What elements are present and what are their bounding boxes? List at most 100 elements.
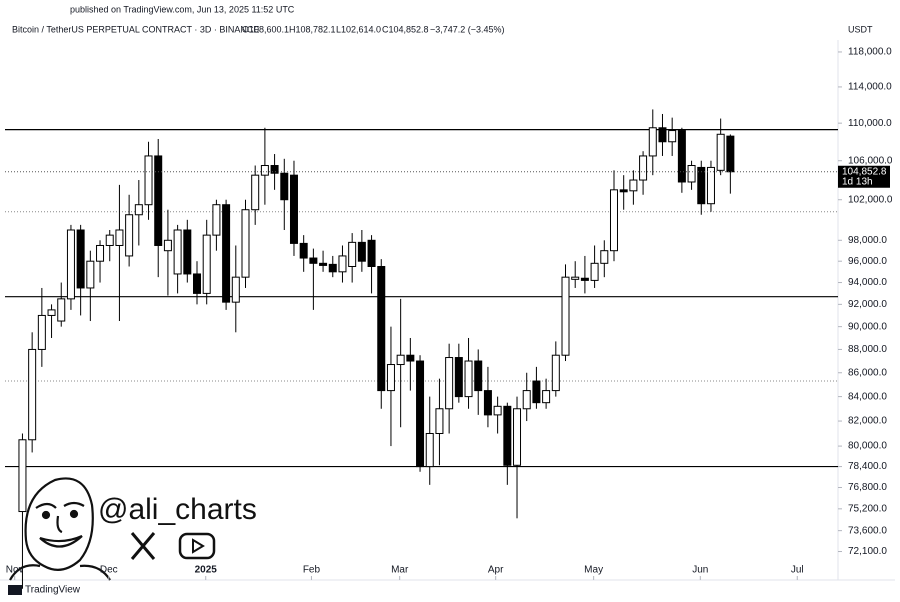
candle-body — [270, 165, 279, 174]
candle-body — [144, 155, 153, 206]
candle-body — [454, 357, 463, 398]
x-tick-label: 2025 — [195, 565, 218, 576]
candle-body — [716, 133, 725, 171]
candle-body — [115, 229, 124, 246]
candle-body — [474, 360, 483, 392]
candle-body — [687, 165, 696, 183]
y-tick-label: 114,000.0 — [848, 82, 892, 93]
candle-body — [328, 263, 337, 273]
candle-body — [619, 189, 628, 193]
y-tick-label: 94,000.0 — [848, 277, 887, 288]
y-tick-label: 106,000.0 — [848, 155, 893, 166]
candle-body — [668, 130, 677, 143]
candle-body — [609, 189, 618, 252]
x-tick-label: Dec — [100, 565, 118, 576]
candle-body — [47, 309, 56, 316]
y-tick-label: 98,000.0 — [848, 235, 887, 246]
candle-body — [212, 204, 221, 236]
candle-body — [134, 204, 143, 216]
candle-body — [125, 214, 134, 257]
candle-body — [202, 234, 211, 294]
x-tick-label: Nov — [6, 565, 24, 576]
plot-area — [5, 109, 838, 589]
avatar — [9, 477, 111, 581]
candle-body — [571, 276, 580, 280]
ohlc-close: C104,852.8 — [382, 24, 429, 34]
candle-body — [173, 229, 182, 275]
y-tick-label: 102,000.0 — [848, 194, 893, 205]
y-tick-label: 96,000.0 — [848, 256, 887, 267]
y-tick-label: 80,000.0 — [848, 441, 887, 452]
y-tick-label: 92,000.0 — [848, 299, 887, 310]
footer-logo — [8, 585, 22, 595]
candle-body — [280, 172, 289, 201]
candle-body — [377, 265, 386, 392]
candle-body — [299, 242, 308, 259]
candle-body — [251, 174, 260, 211]
y-tick-label: 118,000.0 — [848, 47, 892, 58]
candle-body — [435, 408, 444, 434]
candle-body — [513, 408, 522, 466]
published-note: published on TradingView.com, Jun 13, 20… — [70, 4, 295, 14]
change-label: −3,747.2 (−3.45%) — [430, 24, 505, 34]
ohlc-low: L102,614.0 — [336, 24, 381, 34]
candle-body — [309, 257, 318, 264]
candle-body — [367, 239, 376, 267]
y-tick-label: 73,600.0 — [848, 525, 887, 536]
y-tick-label: 90,000.0 — [848, 321, 887, 332]
last-price-label: 104,852.8 — [842, 166, 887, 177]
candle-body — [639, 155, 648, 181]
candle-body — [697, 166, 706, 205]
candle-body — [37, 314, 46, 350]
candle-body — [542, 390, 551, 404]
candle-body — [18, 439, 27, 513]
candle-body — [600, 250, 609, 264]
candle-body — [66, 229, 75, 300]
candle-body — [493, 405, 502, 416]
y-tick-label: 72,100.0 — [848, 546, 887, 557]
watermark-handle: @ali_charts — [98, 493, 257, 526]
candle-body — [28, 348, 37, 441]
x-tick-label: May — [584, 565, 603, 576]
candle-body — [193, 273, 202, 294]
candle-body — [86, 260, 95, 289]
candle-body — [532, 380, 541, 404]
ohlc-open: O108,600.1 — [242, 24, 289, 34]
x-tick-label: Mar — [391, 565, 409, 576]
y-tick-label: 76,800.0 — [848, 482, 887, 493]
chart-title: Bitcoin / TetherUS PERPETUAL CONTRACT · … — [12, 24, 259, 34]
candle-body — [629, 179, 638, 192]
candle-body — [406, 354, 415, 362]
candle-body — [163, 239, 172, 252]
candle-body — [289, 174, 298, 244]
candle-body — [319, 262, 328, 266]
candle-body — [483, 390, 492, 416]
candle-body — [464, 360, 473, 398]
candle-body — [416, 360, 425, 468]
countdown-label: 1d 13h — [842, 176, 873, 187]
candle-body — [57, 298, 66, 322]
ohlc-high: H108,782.1 — [289, 24, 336, 34]
candle-body — [386, 364, 395, 392]
candle-body — [445, 357, 454, 410]
candle-body — [338, 255, 347, 273]
candle-body — [522, 390, 531, 410]
candle-body — [677, 130, 686, 183]
candle-body — [396, 354, 405, 366]
x-icon — [130, 532, 156, 560]
candle-body — [154, 155, 163, 246]
candle-body — [503, 405, 512, 466]
x-tick-label: Jun — [692, 565, 708, 576]
candle-body — [425, 432, 434, 468]
candle-body — [222, 204, 231, 303]
candle-body — [590, 262, 599, 281]
y-tick-label: 86,000.0 — [848, 367, 887, 378]
candle-body — [348, 241, 357, 267]
candle-body — [551, 354, 560, 392]
last-price-box — [838, 165, 890, 188]
y-tick-label: 82,000.0 — [848, 416, 887, 427]
y-tick-label: 75,200.0 — [848, 503, 887, 514]
candle-body — [260, 165, 269, 176]
